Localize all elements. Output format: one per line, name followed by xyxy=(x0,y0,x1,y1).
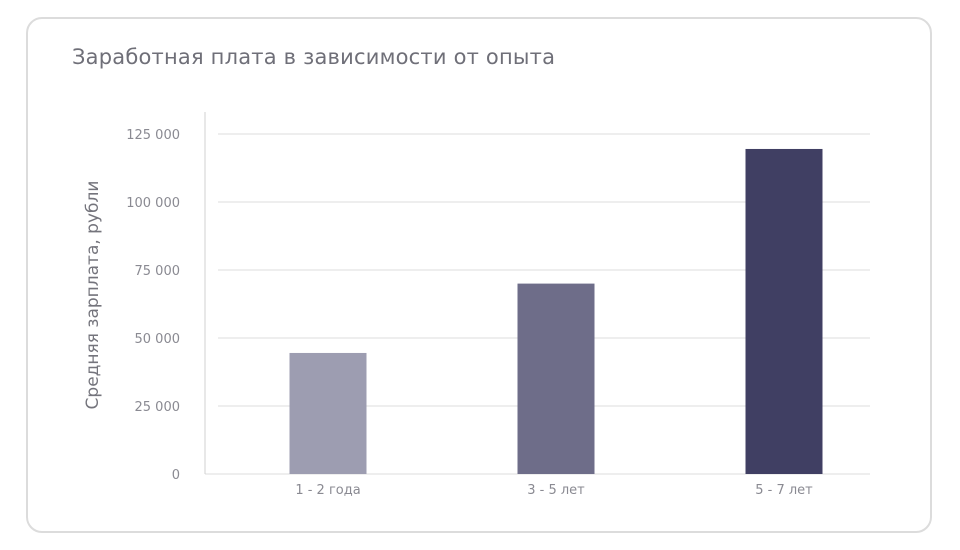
y-tick-label: 125 000 xyxy=(126,128,180,143)
bar xyxy=(517,283,595,474)
y-tick-label: 100 000 xyxy=(126,196,180,211)
bar xyxy=(289,352,367,474)
y-tick-label: 25 000 xyxy=(135,400,181,415)
x-tick-label: 1 - 2 года xyxy=(295,483,360,498)
y-tick-label: 75 000 xyxy=(135,264,181,279)
x-tick-label: 3 - 5 лет xyxy=(527,483,585,498)
x-tick-label: 5 - 7 лет xyxy=(755,483,813,498)
bar xyxy=(745,148,823,474)
y-tick-label: 0 xyxy=(172,468,180,483)
y-tick-label: 50 000 xyxy=(135,332,181,347)
y-axis-label: Средняя зарплата, рубли xyxy=(83,181,103,410)
x-tick-labels: 1 - 2 года 3 - 5 лет 5 - 7 лет xyxy=(295,483,813,498)
y-tick-labels: 0 25 000 50 000 75 000 100 000 125 000 xyxy=(126,128,180,483)
bars xyxy=(289,148,823,474)
chart-title: Заработная плата в зависимости от опыта xyxy=(72,45,556,69)
